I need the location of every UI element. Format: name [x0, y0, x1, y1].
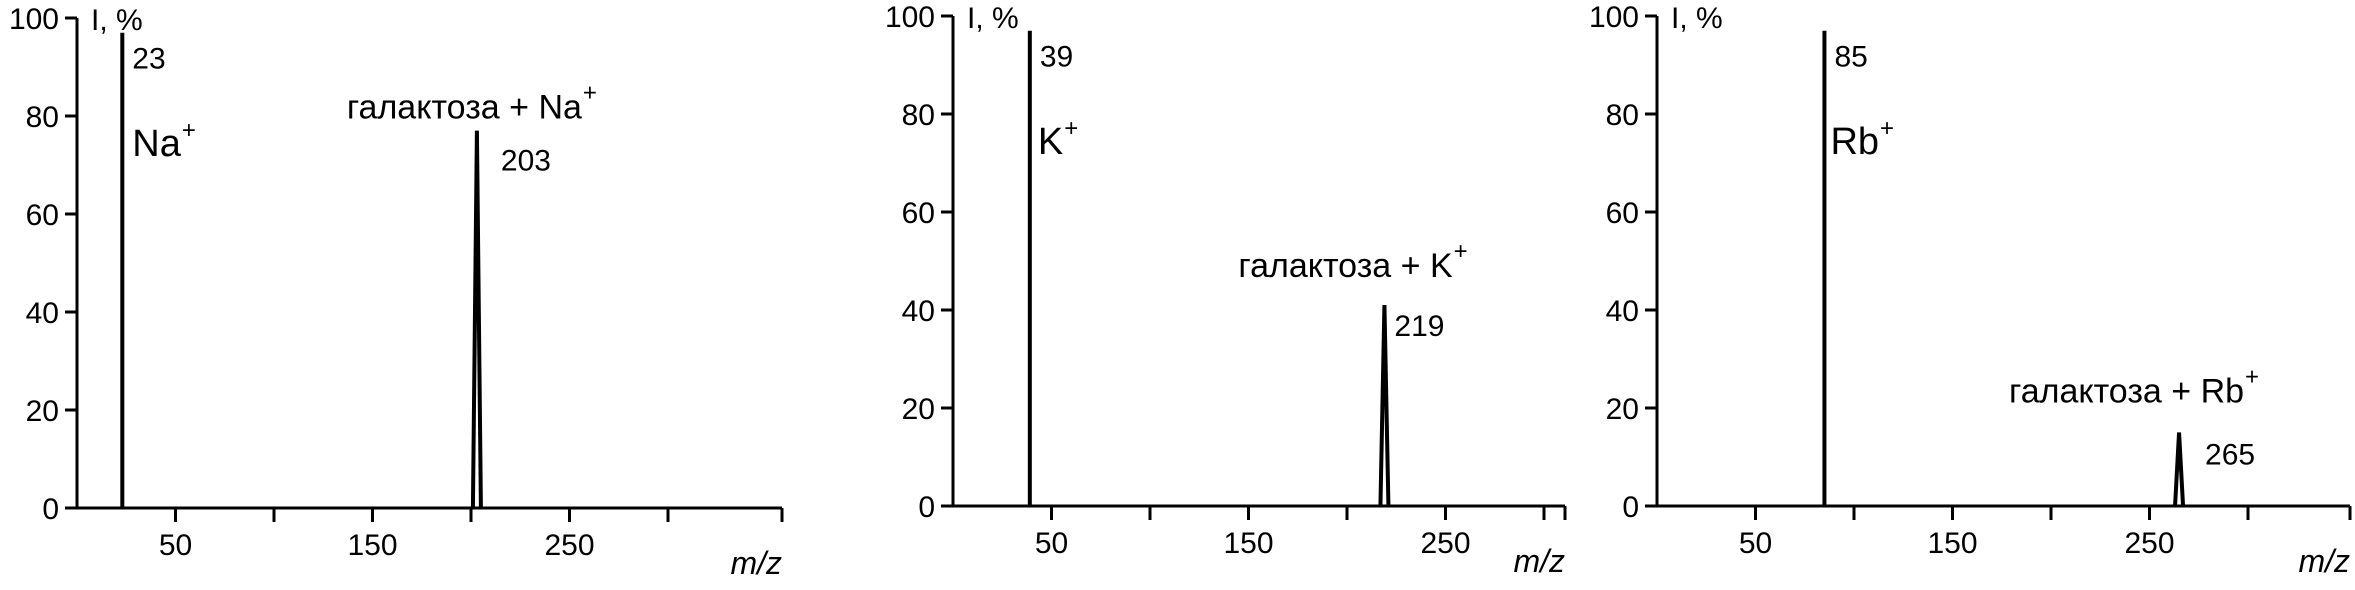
ion-label-base: Na — [132, 123, 181, 165]
x-tick-label: 250 — [1420, 527, 1470, 560]
y-tick-label: 40 — [1606, 295, 1639, 328]
y-tick-label: 60 — [902, 197, 935, 230]
peak-line — [1378, 305, 1391, 507]
adduct-annotation-superscript: + — [2245, 364, 2259, 391]
y-tick-label: 60 — [1606, 197, 1639, 230]
x-axis-label: m/z — [730, 545, 782, 581]
ion-label-base: Rb — [1830, 121, 1879, 163]
x-tick-label: 250 — [544, 529, 594, 562]
y-tick-label: 100 — [9, 3, 59, 36]
y-tick-label: 0 — [42, 493, 59, 526]
peak-mz-label: 85 — [1834, 41, 1867, 74]
ion-label-superscript: + — [1880, 115, 1894, 142]
peak-mz-label: 23 — [132, 43, 165, 76]
adduct-annotation-superscript: + — [583, 80, 597, 107]
ion-label-base: K — [1038, 121, 1063, 163]
adduct-annotation: галактоза + K+ — [1238, 238, 1467, 285]
x-tick-label: 50 — [1035, 527, 1068, 560]
y-tick-label: 80 — [902, 99, 935, 132]
y-axis-label: I, % — [1671, 2, 1723, 35]
x-tick-label: 150 — [1223, 527, 1273, 560]
peak-mz-label: 203 — [501, 145, 551, 178]
y-tick-label: 80 — [1606, 99, 1639, 132]
x-tick-label: 50 — [1739, 527, 1772, 560]
adduct-annotation-base: галактоза + K — [1238, 247, 1453, 285]
ion-label-superscript: + — [182, 117, 196, 144]
y-tick-label: 100 — [885, 1, 935, 34]
y-tick-label: 20 — [902, 393, 935, 426]
y-tick-label: 40 — [26, 297, 59, 330]
y-tick-label: 0 — [918, 491, 935, 524]
x-tick-label: 150 — [347, 529, 397, 562]
adduct-annotation-base: галактоза + Na — [347, 89, 582, 127]
ion-label: Rb+ — [1830, 115, 1894, 163]
x-axis-label: m/z — [1513, 543, 1565, 579]
y-tick-label: 0 — [1622, 491, 1639, 524]
peak-line — [470, 130, 483, 509]
y-axis-label: I, % — [91, 4, 143, 37]
y-tick-label: 60 — [26, 199, 59, 232]
x-tick-label: 250 — [2124, 527, 2174, 560]
x-axis-label: m/z — [2298, 543, 2350, 579]
adduct-annotation-base: галактоза + Rb — [2009, 373, 2244, 411]
peak-line — [2173, 432, 2186, 507]
y-axis-label: I, % — [967, 2, 1019, 35]
ion-label: Na+ — [132, 117, 196, 165]
peak-mz-label: 265 — [2205, 439, 2255, 472]
adduct-annotation: галактоза + Rb+ — [2009, 364, 2259, 411]
x-tick-label: 150 — [1927, 527, 1977, 560]
peak-mz-label: 39 — [1040, 41, 1073, 74]
adduct-annotation: галактоза + Na+ — [347, 80, 597, 127]
y-tick-label: 20 — [1606, 393, 1639, 426]
peak-mz-label: 219 — [1394, 310, 1444, 343]
ion-label-superscript: + — [1064, 115, 1078, 142]
ion-label: K+ — [1038, 115, 1078, 163]
y-tick-label: 80 — [26, 101, 59, 134]
y-tick-label: 100 — [1589, 1, 1639, 34]
y-tick-label: 20 — [26, 395, 59, 428]
adduct-annotation-superscript: + — [1454, 238, 1468, 265]
x-tick-label: 50 — [159, 529, 192, 562]
y-tick-label: 40 — [902, 295, 935, 328]
